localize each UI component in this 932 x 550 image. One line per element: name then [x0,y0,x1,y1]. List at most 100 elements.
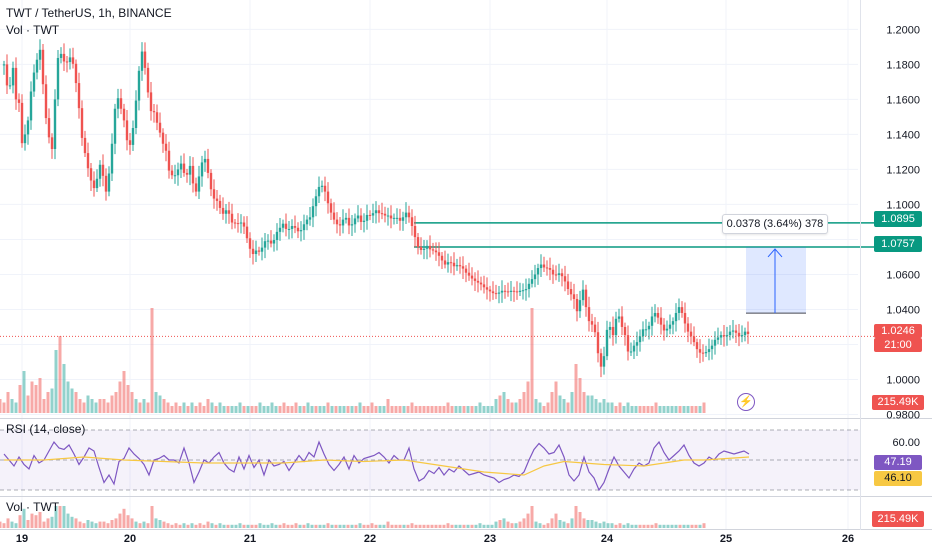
pane-separators[interactable] [0,0,932,530]
time-axis: 19 20 21 22 23 24 25 26 [16,533,854,545]
candle-body [167,150,171,171]
volume-pane-bar [274,524,278,528]
alert-lightning-icon[interactable]: ⚡ [737,393,755,411]
volume-pane-bar [606,523,610,528]
candle-body [164,143,168,151]
candle-body [26,120,30,135]
volume-bar [594,399,598,413]
volume-bar [78,399,82,413]
candle-body [668,324,672,329]
volume-pane-bar [530,506,534,528]
volume-bar [242,406,246,413]
candle-body [11,67,15,86]
candle-body [272,240,276,244]
candle-body [158,122,162,133]
candle-body [317,186,321,197]
volume-bar [554,381,558,413]
time-tick-label: 21 [244,533,256,545]
volume-pane-bar [114,518,118,528]
candle-body [434,250,438,253]
volume-bar [358,402,362,413]
volume-bar [578,378,582,413]
time-tick-label: 26 [842,533,854,545]
volume-pane-bar [298,524,302,528]
candle-body [50,137,54,149]
volume-bar [430,406,434,413]
candle-body [197,176,201,192]
candle-body [353,218,357,225]
countdown-tag: 21:00 [874,338,922,352]
candle-body [443,260,447,265]
candle-body [293,226,297,228]
volume-bar [626,402,630,413]
volume-bar [130,392,134,413]
volume-bar [346,406,350,413]
volume-pane-bar [574,506,578,528]
candle-body [572,294,576,299]
candle-body [200,162,204,177]
candle-body [707,349,711,353]
volume-bar [142,399,146,413]
measure-label: 0.0378 (3.64%) 378 [722,214,828,234]
volume-bar [482,406,486,413]
volume-bar [390,406,394,413]
volume-bar [38,378,42,413]
volume-pane-bar [190,523,194,528]
volume-pane-bar [562,521,566,528]
candle-body [725,335,729,337]
volume-bar [622,406,626,413]
candle-body [410,217,414,227]
volume-bar [146,402,150,413]
candle-body [479,282,483,285]
candle-body [338,224,342,226]
candle-body [296,227,300,232]
volume-pane-bar [682,524,686,528]
volume-pane-bar [550,518,554,528]
volume-pane-bar [674,524,678,528]
volume-bar [110,395,114,413]
candle-body [527,283,531,290]
candle-body [695,342,699,350]
candle-body [437,252,441,256]
candle-body [254,250,258,255]
candle-body [485,287,489,290]
volume-pane-bar [82,523,86,528]
volume-pane-bar [282,523,286,528]
volume-bar [386,399,390,413]
volume-bar [218,402,222,413]
volume-bar [302,406,306,413]
time-tick-label: 23 [484,533,496,545]
volume-pane-bar [46,518,50,528]
candle-body [467,272,471,276]
candle-body [284,223,288,229]
candle-body [344,217,348,220]
candle-body [509,290,513,292]
volume-pane-bar [450,524,454,528]
measure-tool[interactable] [746,246,806,314]
candle-body [251,248,255,255]
candle-body [233,222,237,224]
volume-pane-bar [366,524,370,528]
volume-bar [646,406,650,413]
volume-pane-bar [22,508,26,528]
candle-body [662,324,666,331]
volume-pane-bar [234,524,238,528]
volume-bar [366,406,370,413]
volume-bar [498,395,502,413]
volume-pane-bar [662,524,666,528]
volume-pane-bar [62,506,66,528]
volume-pane-bar [106,523,110,528]
candle-body [698,349,702,353]
volume-pane-bar [330,524,334,528]
volume-bar [514,402,518,413]
volume-pane-bar [650,524,654,528]
volume-pane-bar [470,524,474,528]
volume-pane-bar [494,521,498,528]
candle-body [227,210,231,214]
volume-bar [266,406,270,413]
volume-pane-bar [178,524,182,528]
volume-pane-bar [526,513,530,528]
candle-body [587,307,591,322]
time-tick-label: 24 [601,533,614,545]
